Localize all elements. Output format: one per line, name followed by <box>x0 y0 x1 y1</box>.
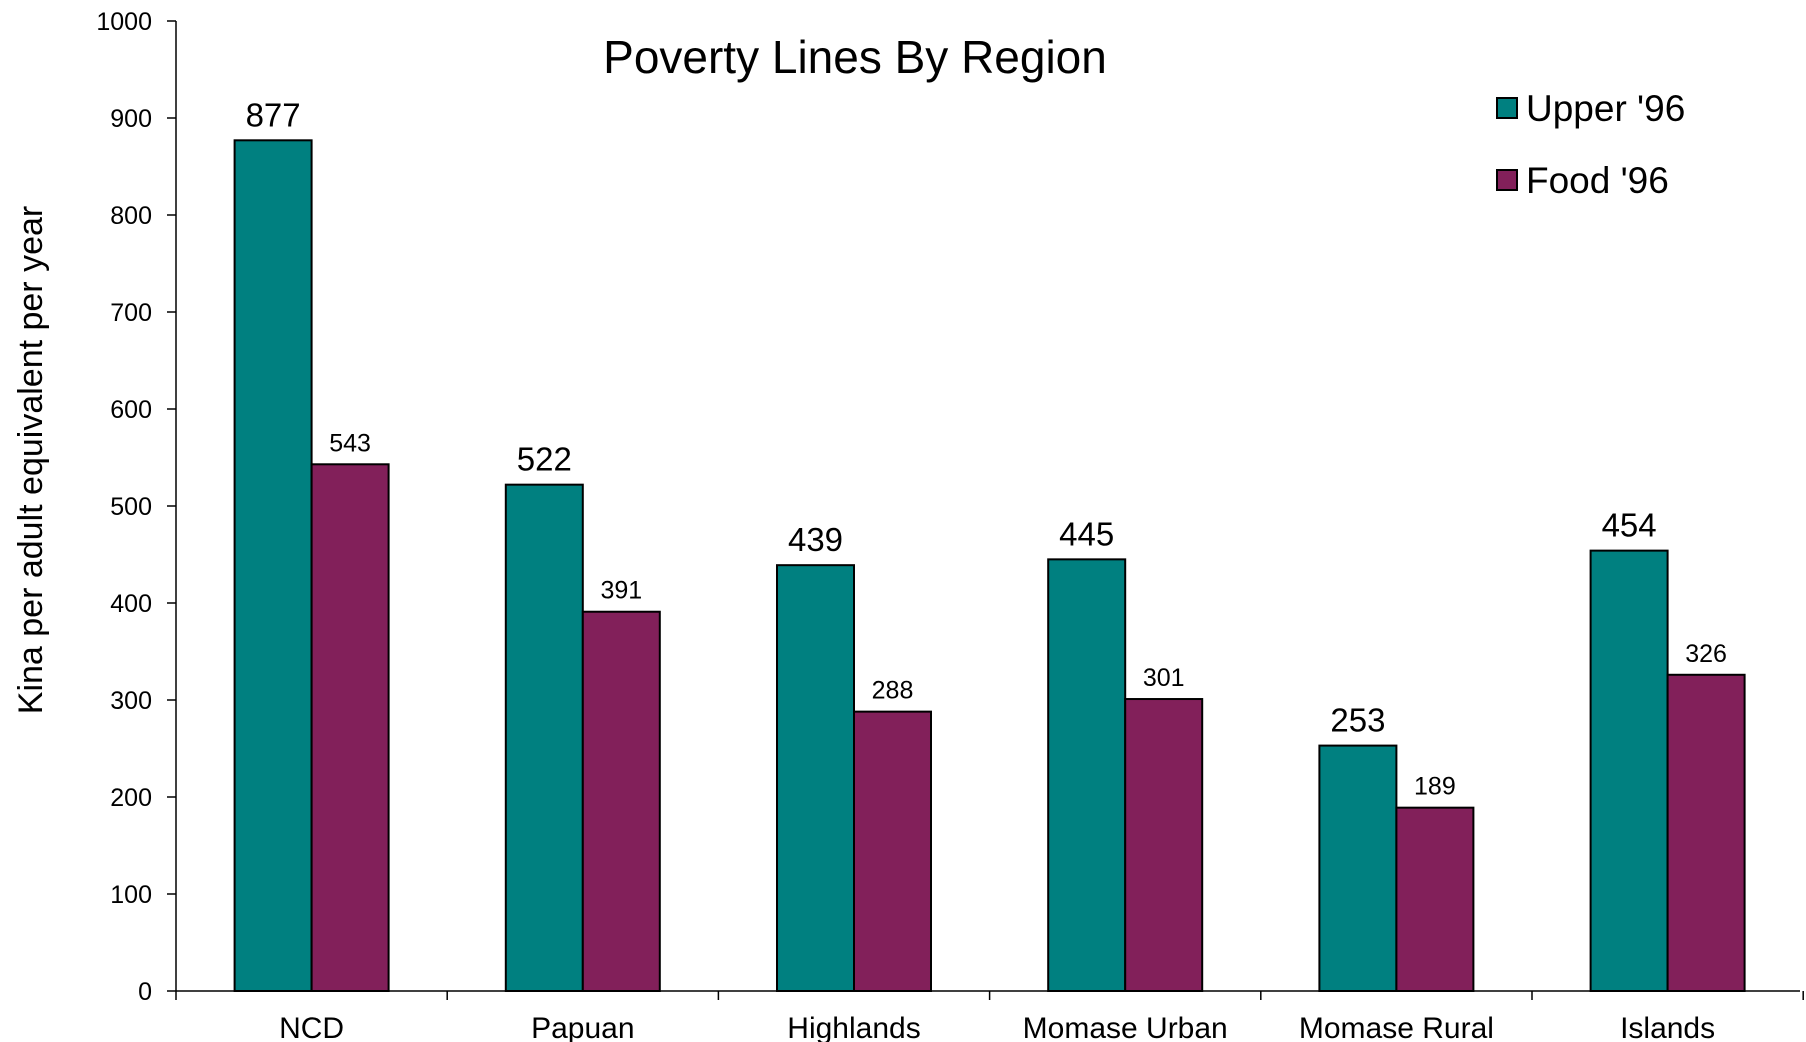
x-tick-label: Highlands <box>787 1012 920 1042</box>
y-tick-label: 100 <box>110 881 152 909</box>
x-tick-label: Papuan <box>531 1012 634 1042</box>
data-label: 445 <box>1059 515 1114 552</box>
y-axis-label: Kina per adult equivalent per year <box>12 206 50 714</box>
legend-swatch <box>1496 97 1518 119</box>
data-label: 439 <box>788 521 843 558</box>
y-tick-label: 400 <box>110 590 152 618</box>
axes: 0 100 200 300 400 500 600 700 800 900 1000 NCD Papua… <box>96 8 1804 1042</box>
bar-upper <box>1589 549 1669 992</box>
legend: Upper '96 Food '96 <box>1496 88 1685 201</box>
data-label: 877 <box>246 96 301 133</box>
legend-label: Food '96 <box>1526 160 1669 201</box>
legend-label: Upper '96 <box>1526 88 1685 129</box>
bar-upper <box>776 564 855 992</box>
data-label: 522 <box>517 441 572 478</box>
bar-food <box>1124 698 1204 993</box>
y-tick-label: 1000 <box>96 8 152 36</box>
y-tick-label: 600 <box>110 396 152 424</box>
bar-upper <box>1318 744 1398 993</box>
bar-food <box>853 710 932 992</box>
legend-swatch <box>1496 169 1518 191</box>
data-label: 288 <box>872 677 914 705</box>
bar-food <box>1666 673 1746 993</box>
y-tick-label: 200 <box>110 784 152 812</box>
y-tick-label: 900 <box>110 105 152 133</box>
x-tick-label: Momase Rural <box>1299 1012 1494 1042</box>
bars: 877 543 522 391 439 288 445 301 253 189 454 326 <box>233 96 1746 993</box>
y-tick-label: 500 <box>110 493 152 521</box>
x-tick-label: NCD <box>279 1012 344 1042</box>
bar-upper <box>504 483 584 992</box>
y-tick-label: 800 <box>110 202 152 230</box>
y-tick-label: 300 <box>110 687 152 715</box>
x-tick-label: Momase Urban <box>1023 1012 1228 1042</box>
data-label: 543 <box>329 429 371 457</box>
data-label: 326 <box>1685 640 1727 668</box>
bar-upper <box>1047 558 1127 992</box>
data-label: 189 <box>1414 773 1456 801</box>
bar-food <box>581 610 661 992</box>
chart-title: Poverty Lines By Region <box>603 31 1107 83</box>
data-label: 391 <box>600 577 642 605</box>
x-tick-label: Islands <box>1620 1012 1715 1042</box>
bar-upper <box>233 139 313 992</box>
bar-food <box>1395 806 1475 992</box>
bar-food <box>310 463 390 993</box>
data-label: 454 <box>1602 507 1657 544</box>
data-label: 301 <box>1143 664 1185 692</box>
data-label: 253 <box>1330 702 1385 739</box>
y-tick-label: 0 <box>138 978 152 1006</box>
y-tick-label: 700 <box>110 299 152 327</box>
